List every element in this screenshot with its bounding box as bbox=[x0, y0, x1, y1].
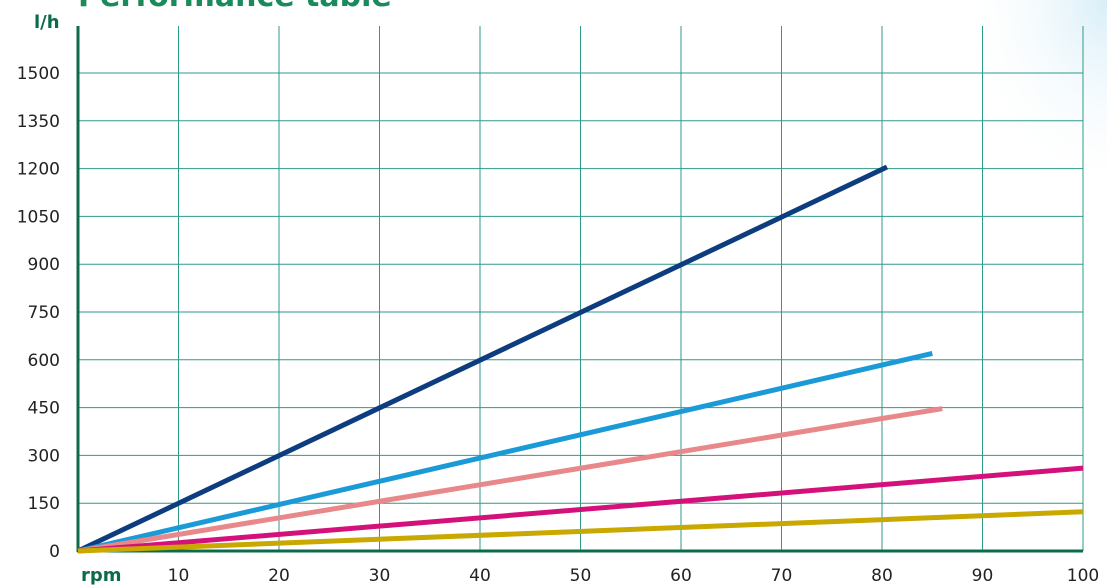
x-tick-label: 20 bbox=[268, 566, 290, 586]
x-tick-label: 90 bbox=[972, 566, 994, 586]
y-axis-unit-label: l/h bbox=[34, 12, 60, 33]
y-tick-label: 600 bbox=[28, 351, 60, 371]
y-tick-label: 750 bbox=[28, 303, 60, 323]
series-lines bbox=[76, 164, 1084, 554]
x-axis-unit-label: rpm bbox=[81, 565, 122, 586]
x-tick-label: 10 bbox=[168, 566, 190, 586]
y-tick-label: 300 bbox=[28, 446, 60, 466]
x-tick-label: 100 bbox=[1067, 566, 1099, 586]
y-tick-label: 150 bbox=[28, 494, 60, 514]
y-tick-label: 1500 bbox=[17, 64, 60, 84]
series-line-4 bbox=[77, 465, 1084, 554]
x-tick-label: 40 bbox=[469, 566, 491, 586]
x-tick-label: 50 bbox=[570, 566, 592, 586]
x-tick-label: 80 bbox=[871, 566, 893, 586]
y-tick-label: 1200 bbox=[17, 160, 60, 180]
y-tick-label: 450 bbox=[28, 399, 60, 419]
y-tick-label: 0 bbox=[49, 542, 60, 562]
x-tick-label: 60 bbox=[670, 566, 692, 586]
series-line-3 bbox=[77, 406, 943, 554]
tick-labels: 0 150 300 450 600 750 900 1050 1200 1350 1500 10 20 3… bbox=[17, 64, 1099, 586]
y-tick-label: 1350 bbox=[17, 112, 60, 132]
x-tick-label: 70 bbox=[771, 566, 793, 586]
y-tick-label: 1050 bbox=[17, 207, 60, 227]
y-tick-label: 900 bbox=[28, 255, 60, 275]
series-line-1 bbox=[76, 164, 889, 554]
x-tick-label: 30 bbox=[369, 566, 391, 586]
grid bbox=[78, 26, 1084, 551]
series-line-5 bbox=[77, 509, 1084, 554]
series-line-2 bbox=[77, 350, 933, 554]
axes bbox=[76, 26, 1083, 553]
chart-title: Performance table bbox=[78, 0, 392, 14]
